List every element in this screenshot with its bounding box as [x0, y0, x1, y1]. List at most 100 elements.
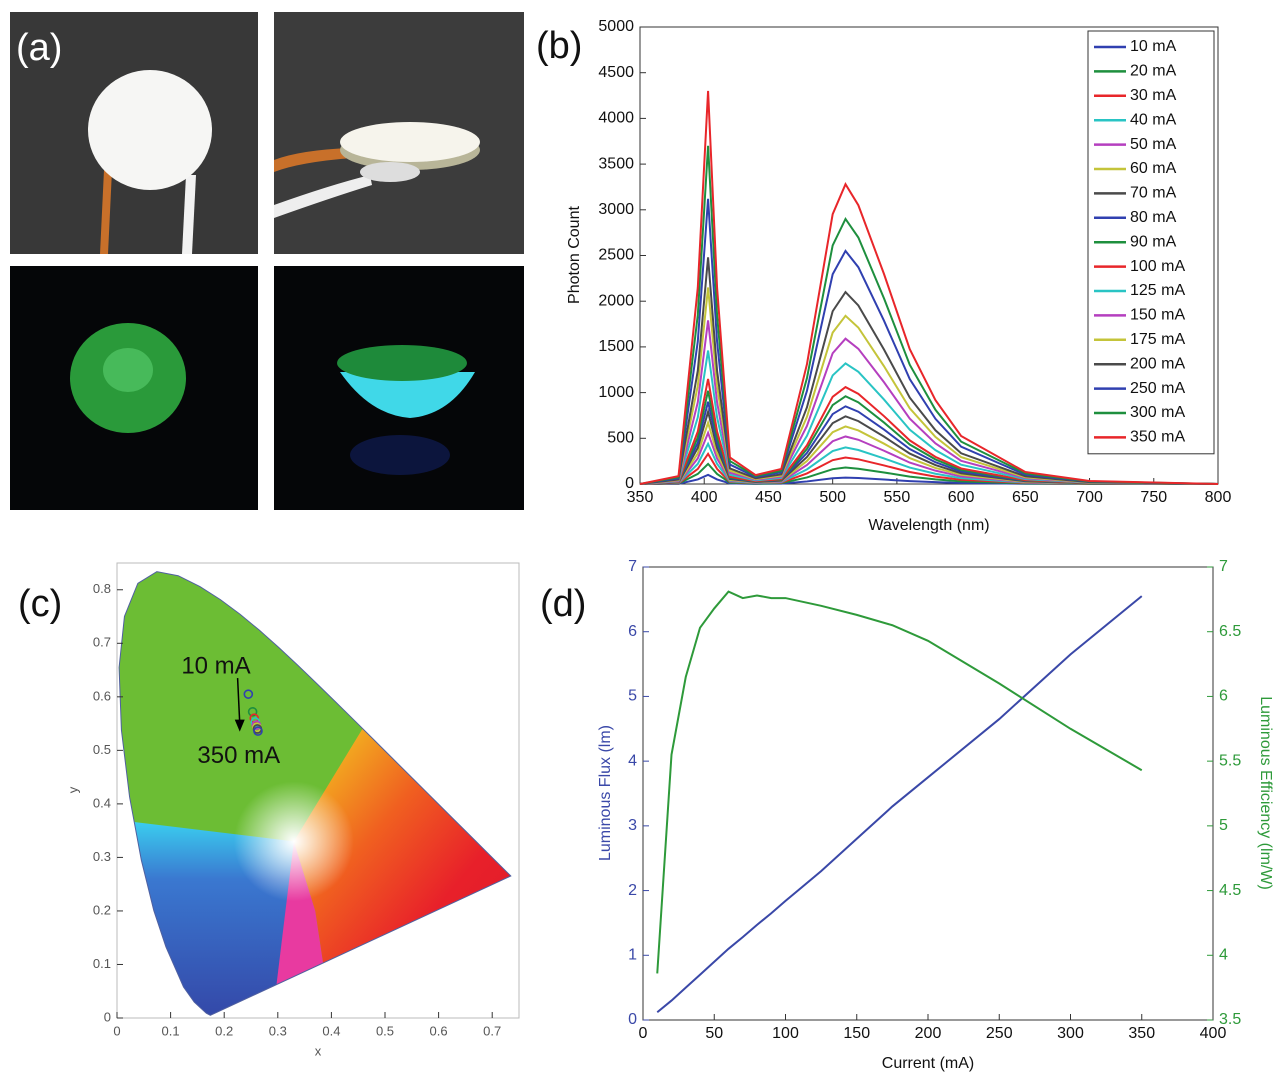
x-tick-label: 0 — [113, 1023, 120, 1038]
x-tick-label: 100 — [772, 1025, 799, 1042]
x-tick-label: 750 — [1140, 489, 1167, 506]
led — [360, 162, 420, 182]
x-tick-label: 400 — [691, 489, 718, 506]
y-tick-label: 3500 — [598, 155, 634, 172]
annotation: 350 mA — [197, 742, 280, 769]
figure: (a) (b) (c) (d) 350400450500550600650700… — [0, 0, 1278, 1074]
y-tick-label: 4 — [628, 752, 637, 769]
y2-tick-label: 6 — [1219, 688, 1228, 705]
y-axis-label: Luminous Flux (lm) — [597, 725, 614, 861]
legend-label: 70 mA — [1130, 185, 1177, 202]
y2-tick-label: 4.5 — [1219, 882, 1241, 899]
y-tick-label: 0.6 — [93, 688, 111, 703]
y-tick-label: 3000 — [598, 201, 634, 218]
x-tick-label: 200 — [915, 1025, 942, 1042]
y-tick-label: 0.3 — [93, 849, 111, 864]
x-tick-label: 600 — [948, 489, 975, 506]
y-tick-label: 4500 — [598, 64, 634, 81]
white-point — [234, 781, 354, 901]
x-tick-label: 700 — [1076, 489, 1103, 506]
y-tick-label: 0.7 — [93, 635, 111, 650]
x-tick-label: 300 — [1057, 1025, 1084, 1042]
panel-label: (b) — [536, 25, 582, 67]
y-tick-label: 1000 — [598, 384, 634, 401]
y2-axis-label: Luminous Efficiency (lm/W) — [1257, 696, 1274, 890]
y-axis-label: Photon Count — [566, 206, 583, 304]
x-tick-label: 150 — [843, 1025, 870, 1042]
x-axis-label: Current (mA) — [882, 1055, 974, 1072]
y-tick-label: 5 — [628, 688, 637, 705]
panel-label: (d) — [540, 583, 586, 625]
y-tick-label: 0.1 — [93, 956, 111, 971]
y-tick-label: 2 — [628, 882, 637, 899]
x-tick-label: 450 — [755, 489, 782, 506]
y-tick-label: 0.8 — [93, 581, 111, 596]
x-tick-label: 0.6 — [430, 1023, 448, 1038]
y-tick-label: 7 — [628, 558, 637, 575]
glow-center — [103, 348, 153, 392]
x-tick-label: 0 — [639, 1025, 648, 1042]
legend-label: 50 mA — [1130, 136, 1177, 153]
x-tick-label: 0.4 — [322, 1023, 340, 1038]
y-tick-label: 500 — [607, 430, 634, 447]
y-tick-label: 0 — [625, 475, 634, 492]
y-tick-label: 1500 — [598, 338, 634, 355]
legend-label: 20 mA — [1130, 63, 1177, 80]
legend-label: 200 mA — [1130, 355, 1185, 372]
legend-label: 90 mA — [1130, 233, 1177, 250]
y2-tick-label: 4 — [1219, 947, 1228, 964]
y-tick-label: 0 — [104, 1009, 111, 1024]
y-tick-label: 0.4 — [93, 795, 111, 810]
x-tick-label: 650 — [1012, 489, 1039, 506]
legend-label: 40 mA — [1130, 111, 1177, 128]
y-tick-label: 5000 — [598, 18, 634, 35]
x-axis-label: Wavelength (nm) — [868, 517, 989, 534]
y-tick-label: 3 — [628, 817, 637, 834]
glow-shadow — [350, 435, 450, 475]
legend-label: 175 mA — [1130, 331, 1185, 348]
photos — [10, 12, 524, 510]
legend-label: 60 mA — [1130, 160, 1177, 177]
x-tick-label: 0.2 — [215, 1023, 233, 1038]
y2-tick-label: 5 — [1219, 817, 1228, 834]
y2-tick-label: 3.5 — [1219, 1011, 1241, 1028]
plot-frame — [643, 567, 1213, 1020]
x-tick-label: 0.7 — [483, 1023, 501, 1038]
x-axis-label: x — [315, 1043, 322, 1058]
x-tick-label: 250 — [986, 1025, 1013, 1042]
y-tick-label: 2000 — [598, 292, 634, 309]
x-tick-label: 350 — [1128, 1025, 1155, 1042]
y-tick-label: 4000 — [598, 110, 634, 127]
y-tick-label: 0 — [628, 1011, 637, 1028]
phosphor-disk — [340, 122, 480, 162]
legend-label: 125 mA — [1130, 282, 1185, 299]
legend-label: 80 mA — [1130, 209, 1177, 226]
legend-label: 300 mA — [1130, 404, 1185, 421]
phosphor-disk — [88, 70, 212, 190]
panel-label: (c) — [18, 583, 62, 625]
legend-label: 30 mA — [1130, 87, 1177, 104]
x-tick-label: 550 — [884, 489, 911, 506]
y-tick-label: 1 — [628, 947, 637, 964]
x-tick-label: 0.5 — [376, 1023, 394, 1038]
legend-label: 250 mA — [1130, 380, 1185, 397]
annotation: 10 mA — [181, 653, 250, 680]
y-tick-label: 0.2 — [93, 902, 111, 917]
y2-tick-label: 6.5 — [1219, 623, 1241, 640]
y-tick-label: 0.5 — [93, 742, 111, 757]
x-tick-label: 0.1 — [162, 1023, 180, 1038]
legend-label: 100 mA — [1130, 258, 1185, 275]
y-tick-label: 6 — [628, 623, 637, 640]
x-tick-label: 500 — [819, 489, 846, 506]
y2-tick-label: 7 — [1219, 558, 1228, 575]
legend-label: 10 mA — [1130, 38, 1177, 55]
legend-label: 350 mA — [1130, 429, 1185, 446]
legend-label: 150 mA — [1130, 307, 1185, 324]
y-axis-label: y — [65, 786, 80, 793]
x-tick-label: 50 — [705, 1025, 723, 1042]
x-tick-label: 800 — [1205, 489, 1232, 506]
x-tick-label: 0.3 — [269, 1023, 287, 1038]
glow — [337, 345, 467, 381]
panel-label: (a) — [16, 27, 62, 69]
y2-tick-label: 5.5 — [1219, 752, 1241, 769]
